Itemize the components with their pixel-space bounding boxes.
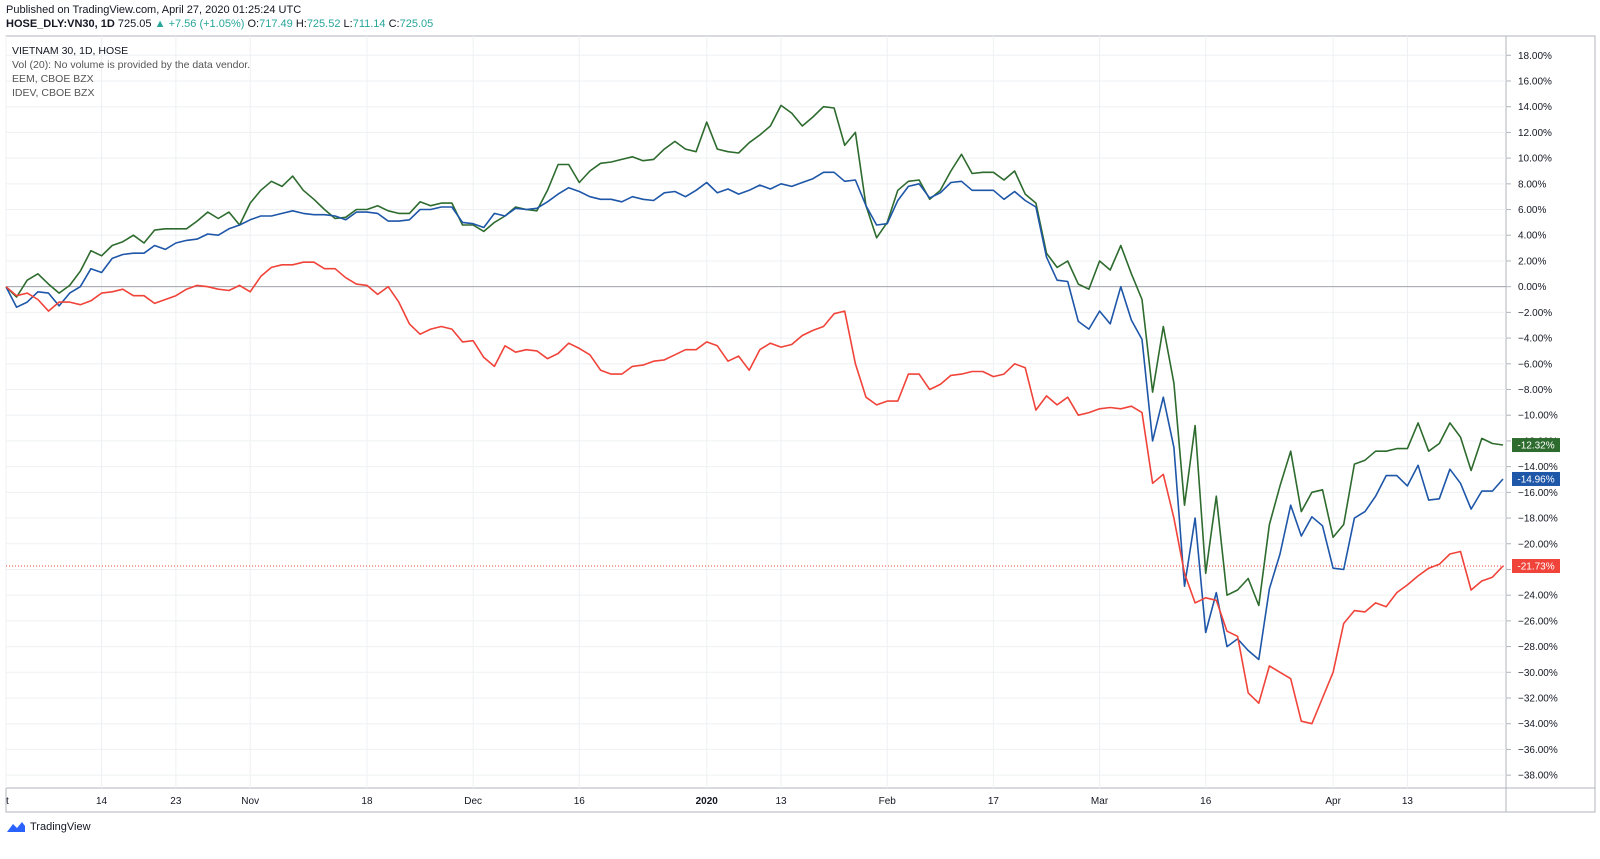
chart-frame — [5, 35, 1596, 813]
y-tick-label: −36.00% — [1518, 745, 1558, 756]
y-tick-label: −2.00% — [1518, 308, 1552, 319]
tradingview-logo-icon — [7, 822, 25, 832]
x-tick-label: Dec — [464, 796, 482, 807]
last-value-tags: -12.32% -14.96% -21.73% — [1512, 438, 1560, 573]
y-tick-label: 10.00% — [1518, 154, 1552, 165]
symbol-label: HOSE_DLY:VN30, 1D — [6, 18, 115, 30]
close-value: 725.05 — [399, 18, 434, 30]
change-value: +7.56 (+1.05%) — [168, 18, 245, 30]
x-tick-label: 16 — [1200, 796, 1212, 807]
last-price: 725.05 — [117, 18, 152, 30]
x-tick-label: Nov — [241, 796, 259, 807]
x-tick-label: 16 — [574, 796, 586, 807]
open-value: 717.49 — [259, 18, 293, 30]
y-tick-label: −24.00% — [1518, 591, 1558, 602]
x-tick-label: Mar — [1091, 796, 1109, 807]
low-label: L: — [343, 18, 353, 30]
y-tick-label: −30.00% — [1518, 668, 1558, 679]
x-axis-ticks: t 14 23 Nov 18 Dec 16 2020 13 Feb 17 Mar 16 Apr 13 — [6, 796, 1413, 807]
zero-line — [6, 286, 1506, 567]
last-value-tag-0 — [1512, 438, 1560, 453]
y-tick-label: 16.00% — [1518, 76, 1552, 87]
y-tick-label: 14.00% — [1518, 102, 1552, 113]
legend-series-eem[interactable]: EEM, CBOE BZX — [12, 73, 94, 85]
x-tick-label: 17 — [988, 796, 1000, 807]
y-tick-label: −16.00% — [1518, 488, 1558, 499]
y-tick-label: 0.00% — [1518, 282, 1546, 293]
y-tick-label: −8.00% — [1518, 385, 1552, 396]
y-tick-label: −14.00% — [1518, 462, 1558, 473]
chart-legend: VIETNAM 30, 1D, HOSE Vol (20): No volume… — [12, 44, 250, 100]
y-tick-label: 8.00% — [1518, 179, 1546, 190]
legend-volume[interactable]: Vol (20): No volume is provided by the d… — [12, 59, 251, 71]
footer-brand: TradingView — [30, 821, 91, 833]
published-caption: Published on TradingView.com, April 27, … — [6, 4, 302, 16]
series-line-0 — [5, 104, 1504, 607]
y-axis-ticks: 18.00% 16.00% 14.00% 12.00% 10.00% 8.00% 6.00%… — [1506, 51, 1558, 782]
close-label: C: — [388, 18, 400, 30]
x-tick-label: 2020 — [696, 796, 719, 807]
y-tick-label: −20.00% — [1518, 539, 1558, 550]
y-tick-label: 6.00% — [1518, 205, 1546, 216]
change-up-icon: ▲ — [154, 18, 166, 30]
last-value-label-0: -12.32% — [1517, 441, 1554, 452]
y-tick-label: −38.00% — [1518, 771, 1558, 782]
last-value-label-2: -21.73% — [1517, 561, 1554, 572]
x-tick-label: 23 — [170, 796, 182, 807]
y-tick-label: −6.00% — [1518, 359, 1552, 370]
series-line-1 — [5, 171, 1504, 661]
y-tick-label: −28.00% — [1518, 642, 1558, 653]
high-label: H: — [295, 18, 307, 30]
y-tick-label: −32.00% — [1518, 694, 1558, 705]
series-lines — [5, 104, 1504, 725]
x-tick-label: Feb — [879, 796, 897, 807]
last-value-label-1: -14.96% — [1517, 474, 1554, 485]
y-tick-label: −34.00% — [1518, 719, 1558, 730]
last-value-tag-2 — [1512, 558, 1560, 573]
footer: TradingView — [6, 820, 91, 834]
y-tick-label: −4.00% — [1518, 334, 1552, 345]
high-value: 725.52 — [306, 18, 341, 30]
legend-main-series[interactable]: VIETNAM 30, 1D, HOSE — [12, 45, 129, 57]
legend-series-idev[interactable]: IDEV, CBOE BZX — [12, 87, 95, 99]
y-tick-label: −18.00% — [1518, 514, 1558, 525]
ohlc-header: HOSE_DLY:VN30, 1D 725.05 ▲ +7.56 (+1.05%… — [6, 18, 433, 30]
x-tick-label: 13 — [1402, 796, 1414, 807]
low-value: 711.14 — [352, 18, 386, 30]
x-tick-label: Apr — [1325, 796, 1341, 807]
y-tick-label: 12.00% — [1518, 128, 1552, 139]
x-tick-label: 14 — [96, 796, 108, 807]
y-tick-label: 18.00% — [1518, 51, 1552, 62]
grid-lines — [5, 36, 1506, 788]
open-label: O: — [247, 18, 260, 30]
x-tick-label: t — [6, 796, 9, 807]
y-tick-label: −26.00% — [1518, 616, 1558, 627]
x-tick-label: 13 — [775, 796, 787, 807]
x-tick-label: 18 — [361, 796, 373, 807]
series-line-2 — [5, 261, 1504, 725]
y-tick-label: 4.00% — [1518, 231, 1546, 242]
last-value-tag-1 — [1512, 471, 1560, 486]
y-tick-label: −10.00% — [1518, 411, 1558, 422]
y-tick-label: 2.00% — [1518, 256, 1546, 267]
